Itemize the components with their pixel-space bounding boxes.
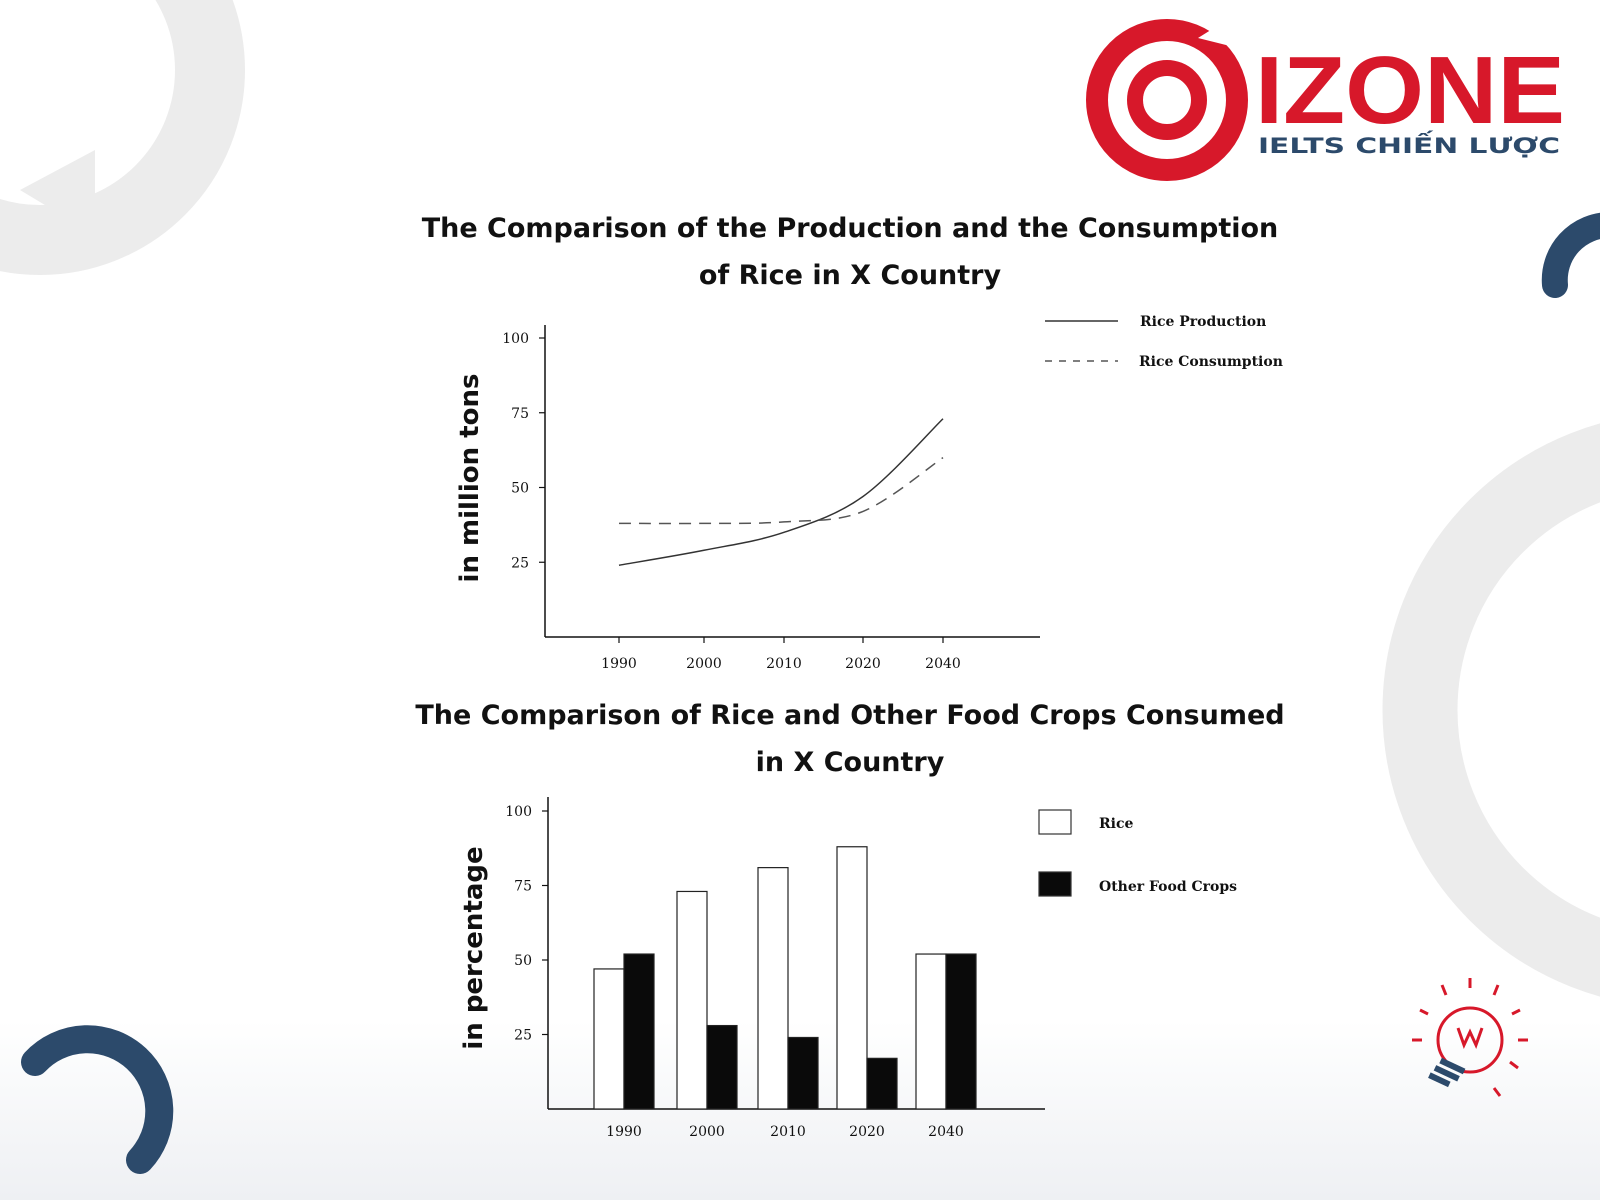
izone-logo: IZONE IELTS CHIẾN LƯỢC — [1086, 18, 1565, 181]
navy-arc-top-right — [1541, 212, 1600, 298]
chart2-title-line1: The Comparison of Rice and Other Food Cr… — [415, 700, 1285, 731]
brand-tagline: IELTS CHIẾN LƯỢC — [1258, 130, 1560, 158]
target-logo-icon — [1086, 18, 1248, 181]
ring-decor — [1382, 423, 1600, 997]
chart1-title-line2: of Rice in X Country — [698, 260, 1002, 292]
lightbulb-icon — [1412, 978, 1528, 1097]
brand-name: IZONE — [1255, 37, 1565, 144]
chart2-title-line2: in X Country — [755, 747, 945, 779]
chart2-title: The Comparison of Rice and Other Food Cr… — [350, 692, 1350, 787]
speech-bubble-decor — [0, 0, 245, 275]
chart1-title-line1: The Comparison of the Production and the… — [421, 213, 1279, 244]
chart1-title: The Comparison of the Production and the… — [350, 205, 1350, 300]
navy-arc-bottom-left — [21, 1025, 174, 1174]
